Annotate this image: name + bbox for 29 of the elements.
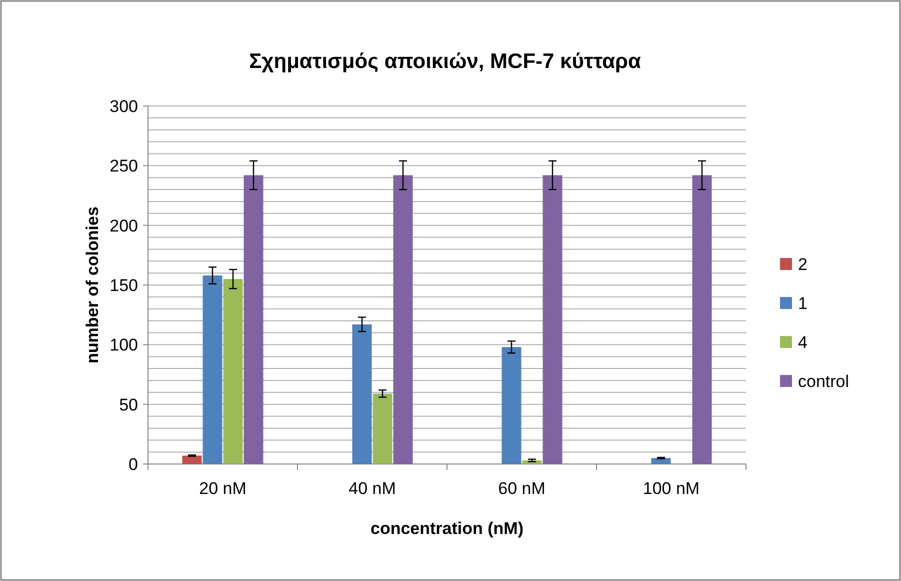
y-tick-label: 300 [110, 96, 138, 116]
bar [393, 175, 413, 464]
bar [182, 456, 202, 464]
bar [502, 347, 522, 464]
legend-label: 1 [798, 294, 808, 313]
legend-label: 4 [798, 332, 808, 352]
y-tick-label: 150 [110, 276, 138, 295]
y-tick-label: 50 [119, 395, 138, 414]
y-axis-title: number of colonies [83, 206, 102, 364]
y-tick-label: 100 [110, 336, 138, 355]
bar [202, 275, 222, 464]
y-tick-label: 250 [110, 156, 138, 176]
bar [651, 458, 671, 464]
chart-title: Σχηματισμός αποικιών, MCF-7 κύτταρα [249, 50, 642, 73]
x-tick-label: 100 nM [642, 479, 700, 498]
x-tick-label: 60 nM [498, 479, 546, 498]
x-tick-label: 20 nM [199, 479, 246, 498]
bar [692, 175, 712, 464]
legend-label: control [798, 372, 850, 391]
bar [372, 394, 392, 464]
bar [542, 175, 562, 464]
bar [244, 175, 264, 464]
bar [223, 279, 243, 464]
y-tick-label: 200 [110, 216, 138, 236]
x-tick-label: 40 nM [348, 479, 396, 498]
legend-label: 2 [798, 254, 808, 274]
x-axis-title: concentration (nM) [370, 519, 524, 538]
bar [352, 324, 372, 464]
y-tick-label: 0 [128, 454, 138, 474]
